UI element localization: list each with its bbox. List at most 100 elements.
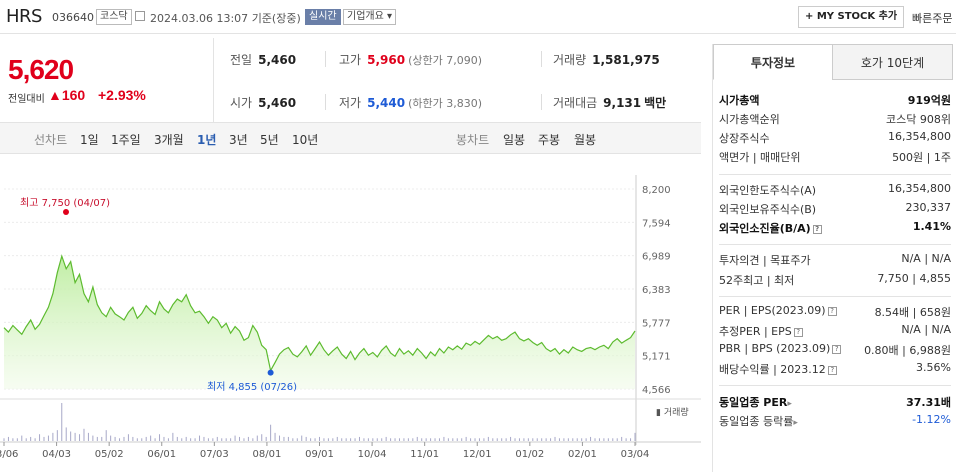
- volume-bar: [43, 436, 45, 441]
- help-icon[interactable]: ?: [812, 225, 822, 234]
- volume-bar: [3, 438, 5, 441]
- volume-bar: [607, 438, 609, 441]
- volume-bar: [412, 438, 414, 441]
- add-mystock-button[interactable]: + MY STOCK 추가: [798, 6, 905, 28]
- stock-name: HRS: [6, 6, 42, 27]
- candle-monthly[interactable]: 월봉: [574, 133, 597, 147]
- volume-bar: [323, 438, 325, 441]
- x-tick-label: 03/04: [621, 449, 650, 460]
- period-5y[interactable]: 5년: [260, 133, 279, 147]
- volume-bar: [416, 436, 418, 441]
- volume-bar: [541, 438, 543, 441]
- candle-daily[interactable]: 일봉: [503, 133, 526, 147]
- volume-bar: [92, 435, 94, 441]
- volume-bar: [39, 434, 41, 441]
- volume-bar: [621, 436, 623, 441]
- volume-bar: [61, 403, 63, 441]
- period-1w[interactable]: 1주일: [111, 133, 141, 147]
- help-icon[interactable]: ?: [827, 366, 837, 375]
- volume-bar: [603, 438, 605, 441]
- volume-bar: [572, 438, 574, 441]
- volume-bar: [510, 436, 512, 441]
- volume-bar: [332, 438, 334, 441]
- volume-bar: [154, 438, 156, 441]
- volume-bar: [581, 438, 583, 441]
- volume-bar: [327, 438, 329, 441]
- volume-bar: [354, 438, 356, 441]
- tab-quote-10[interactable]: 호가 10단계: [832, 44, 953, 80]
- volume-bar: [265, 436, 267, 441]
- period-10y[interactable]: 10년: [292, 133, 319, 147]
- volume-bar: [407, 438, 409, 441]
- help-icon[interactable]: ?: [793, 328, 803, 337]
- y-tick-label: 8,200: [642, 185, 671, 196]
- volume-bar: [7, 436, 9, 441]
- volume-bar: [181, 438, 183, 441]
- x-tick-label: 12/01: [463, 449, 492, 460]
- current-price-box: 5,620 전일대비 ▲160 +2.93%: [0, 38, 214, 122]
- chevron-right-icon[interactable]: ▸: [793, 418, 798, 428]
- week52-row: 52주최고 | 최저 7,750 | 4,855: [719, 272, 951, 287]
- market-badge: 코스닥: [96, 9, 132, 25]
- volume-bar: [487, 436, 489, 441]
- volume-bar: [101, 436, 103, 441]
- volume-bar: [563, 438, 565, 441]
- volume-bar: [52, 432, 54, 441]
- price-chart[interactable]: 8,200 7,594 6,989 6,383 5,777 5,171 4,566 최고 7,…: [0, 155, 701, 472]
- price-line: [3, 254, 636, 373]
- y-tick-label: 6,383: [642, 285, 671, 296]
- volume-bar: [358, 436, 360, 441]
- open-price: 시가 5,460: [230, 96, 297, 110]
- period-1d[interactable]: 1일: [80, 133, 99, 147]
- volume-bar: [341, 438, 343, 441]
- volume-bar: [167, 438, 169, 441]
- chevron-right-icon[interactable]: ▸: [787, 399, 792, 409]
- volume-bar: [56, 430, 58, 441]
- volume-bar: [225, 438, 227, 441]
- help-icon[interactable]: ?: [827, 307, 837, 316]
- volume-bar: [261, 434, 263, 441]
- volume-bar: [350, 438, 352, 441]
- volume-bar: [501, 438, 503, 441]
- company-info-dropdown[interactable]: 기업개요 ▾: [343, 9, 397, 25]
- volume-bar: [256, 435, 258, 441]
- volume-bar: [536, 438, 538, 441]
- volume-bar: [594, 438, 596, 441]
- volume-bar: [194, 438, 196, 441]
- volume-bar: [492, 438, 494, 441]
- realtime-badge[interactable]: 실시간: [305, 9, 341, 25]
- industry-per-row: 동일업종 PER▸ 37.31배: [719, 396, 951, 409]
- volume-bar: [496, 438, 498, 441]
- cap-rank-row: 시가총액순위 코스닥 908위: [719, 113, 951, 126]
- quick-order-link[interactable]: 빠른주문: [912, 12, 953, 25]
- volume-bar: [252, 438, 254, 441]
- period-3m[interactable]: 3개월: [154, 133, 184, 147]
- high-price: 고가 5,960 (상한가 7,090): [339, 53, 482, 67]
- volume-bar: [283, 436, 285, 441]
- price-summary-grid: 전일 5,460 고가 5,960 (상한가 7,090) 거래량 1,581,975 …: [214, 38, 701, 122]
- y-tick-label: 6,989: [642, 252, 671, 263]
- volume-bar: [296, 438, 298, 441]
- tab-invest-info[interactable]: 투자정보: [713, 44, 833, 80]
- volume-bar: [630, 438, 632, 441]
- calendar-icon: [135, 11, 145, 21]
- volume-bar: [532, 438, 534, 441]
- period-3y[interactable]: 3년: [229, 133, 248, 147]
- period-1y[interactable]: 1년: [197, 133, 217, 147]
- volume-bar: [478, 438, 480, 441]
- volume-bar: [199, 435, 201, 441]
- volume-bar: [372, 438, 374, 441]
- candle-weekly[interactable]: 주봉: [538, 133, 561, 147]
- x-tick-label: 03/06: [0, 449, 18, 460]
- volume-bar: [438, 438, 440, 441]
- volume-bar: [554, 436, 556, 441]
- volume-bar: [319, 436, 320, 441]
- change-label: 전일대비: [8, 94, 45, 105]
- volume-bar: [123, 436, 125, 441]
- volume-bar: [127, 434, 129, 441]
- volume-bar: [270, 424, 272, 441]
- help-icon[interactable]: ?: [832, 345, 842, 354]
- chevron-down-icon: ▾: [387, 11, 393, 22]
- volume-bar: [576, 438, 578, 441]
- volume-bar: [163, 436, 165, 441]
